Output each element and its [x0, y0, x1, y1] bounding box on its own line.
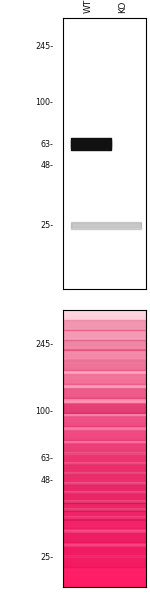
Text: 48-: 48- [40, 475, 53, 485]
Text: 63-: 63- [40, 140, 53, 148]
Text: WT: WT [83, 0, 92, 13]
Text: 245-: 245- [35, 42, 53, 51]
Text: 245-: 245- [35, 340, 53, 349]
Text: KO: KO [118, 1, 127, 13]
Text: 63-: 63- [40, 454, 53, 463]
Text: 100-: 100- [35, 98, 53, 106]
Text: 25-: 25- [40, 221, 53, 230]
Text: 100-: 100- [35, 407, 53, 415]
Text: 48-: 48- [40, 161, 53, 170]
Text: 25-: 25- [40, 553, 53, 562]
